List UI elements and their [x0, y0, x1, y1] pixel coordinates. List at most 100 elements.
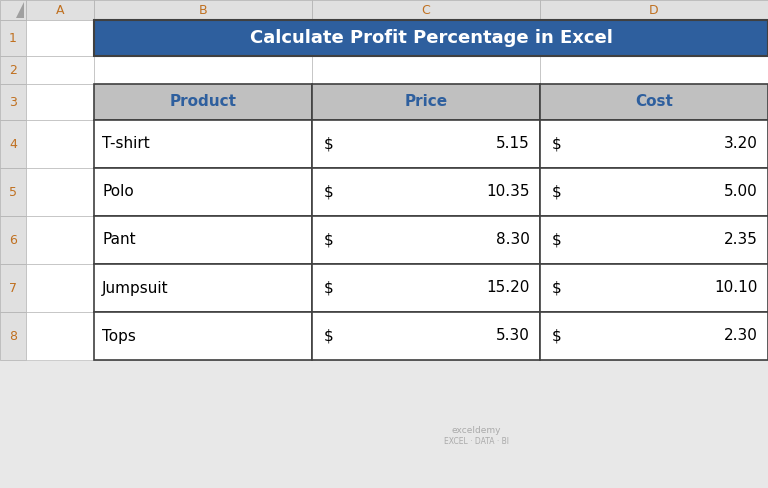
Bar — [540, 264, 768, 312]
Bar — [94, 84, 312, 120]
Bar — [26, 168, 94, 216]
Text: 3.20: 3.20 — [724, 137, 758, 151]
Text: Cost: Cost — [635, 95, 673, 109]
Bar — [0, 56, 26, 84]
Text: T-shirt: T-shirt — [102, 137, 150, 151]
Text: $: $ — [552, 328, 561, 344]
Bar — [312, 216, 540, 264]
Text: $: $ — [552, 184, 561, 200]
Bar — [540, 0, 768, 20]
Bar — [26, 20, 94, 56]
Text: 2: 2 — [9, 63, 17, 77]
Bar — [94, 264, 312, 312]
Text: $: $ — [324, 137, 334, 151]
Text: B: B — [199, 3, 207, 17]
Bar — [312, 312, 540, 360]
Bar — [540, 168, 768, 216]
Bar — [0, 0, 26, 20]
Bar — [540, 20, 768, 56]
Text: 15.20: 15.20 — [487, 281, 530, 296]
Bar — [312, 20, 540, 56]
Text: 7: 7 — [9, 282, 17, 294]
Bar — [312, 0, 540, 20]
Bar — [94, 312, 312, 360]
Text: $: $ — [324, 328, 334, 344]
Bar — [0, 264, 26, 312]
Text: 2.35: 2.35 — [724, 232, 758, 247]
Text: $: $ — [552, 232, 561, 247]
Bar — [540, 216, 768, 264]
Bar — [94, 20, 768, 56]
Text: 1: 1 — [9, 32, 17, 44]
Bar — [94, 168, 312, 216]
Bar — [540, 56, 768, 84]
Bar — [94, 216, 312, 264]
Text: 6: 6 — [9, 233, 17, 246]
Bar — [94, 120, 312, 168]
Bar — [26, 56, 94, 84]
Bar — [312, 84, 540, 120]
Bar — [94, 84, 312, 120]
Bar — [312, 120, 540, 168]
Text: 5.30: 5.30 — [496, 328, 530, 344]
Bar — [540, 264, 768, 312]
Text: Calculate Profit Percentage in Excel: Calculate Profit Percentage in Excel — [250, 29, 612, 47]
Bar — [94, 20, 312, 56]
Bar — [26, 216, 94, 264]
Bar — [312, 168, 540, 216]
Bar — [312, 264, 540, 312]
Bar — [540, 120, 768, 168]
Bar — [312, 84, 540, 120]
Bar — [0, 0, 768, 20]
Bar — [312, 120, 540, 168]
Text: 5.15: 5.15 — [496, 137, 530, 151]
Bar — [94, 0, 312, 20]
Bar — [94, 168, 312, 216]
Bar — [312, 216, 540, 264]
Text: D: D — [649, 3, 659, 17]
Bar — [26, 84, 94, 120]
Bar — [94, 120, 312, 168]
Text: Jumpsuit: Jumpsuit — [102, 281, 169, 296]
Bar — [540, 84, 768, 120]
Text: Pant: Pant — [102, 232, 136, 247]
Bar — [312, 168, 540, 216]
Text: EXCEL · DATA · BI: EXCEL · DATA · BI — [444, 437, 508, 446]
Bar — [0, 216, 26, 264]
Bar — [26, 0, 94, 20]
Text: 5.00: 5.00 — [724, 184, 758, 200]
Text: 2.30: 2.30 — [724, 328, 758, 344]
Text: $: $ — [324, 232, 334, 247]
Bar — [312, 264, 540, 312]
Polygon shape — [16, 2, 24, 18]
Bar — [312, 56, 540, 84]
Text: A: A — [56, 3, 65, 17]
Bar — [0, 20, 26, 56]
Bar — [26, 264, 94, 312]
Bar — [540, 120, 768, 168]
Bar — [0, 84, 26, 120]
Text: C: C — [422, 3, 430, 17]
Bar — [94, 264, 312, 312]
Bar — [540, 312, 768, 360]
Text: 3: 3 — [9, 96, 17, 108]
Bar — [0, 120, 26, 168]
Text: 10.35: 10.35 — [486, 184, 530, 200]
Bar — [312, 312, 540, 360]
Bar — [540, 312, 768, 360]
Text: exceldemy: exceldemy — [452, 426, 501, 435]
Bar — [0, 312, 26, 360]
Bar — [540, 168, 768, 216]
Text: Price: Price — [405, 95, 448, 109]
Text: Product: Product — [170, 95, 237, 109]
Bar — [94, 56, 312, 84]
Text: 8.30: 8.30 — [496, 232, 530, 247]
Text: Tops: Tops — [102, 328, 136, 344]
Text: $: $ — [552, 281, 561, 296]
Text: 10.10: 10.10 — [715, 281, 758, 296]
Text: $: $ — [324, 184, 334, 200]
Bar — [94, 312, 312, 360]
Bar — [94, 216, 312, 264]
Bar — [26, 312, 94, 360]
Bar — [540, 216, 768, 264]
